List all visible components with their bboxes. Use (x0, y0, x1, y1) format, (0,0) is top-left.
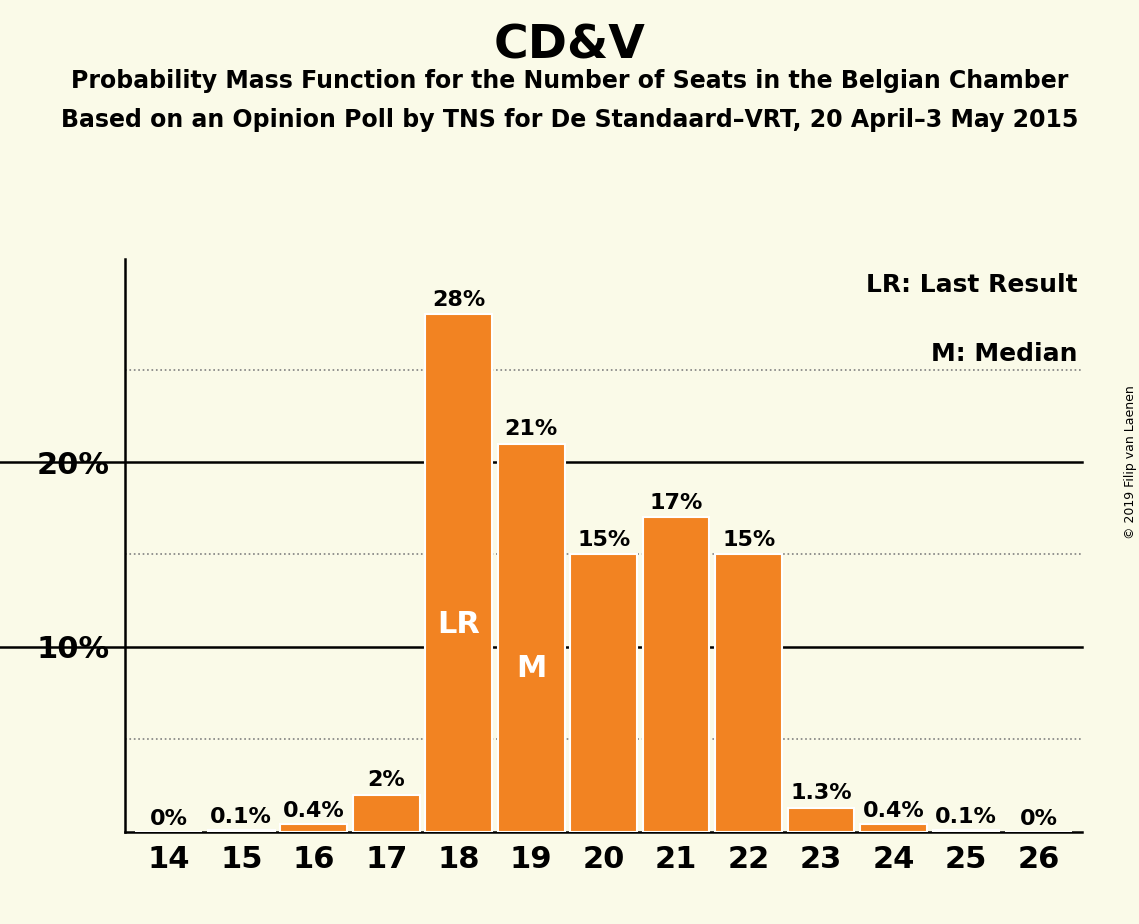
Bar (498, 444, 565, 832)
Text: LR: Last Result: LR: Last Result (866, 274, 1077, 297)
Text: 0%: 0% (1019, 808, 1057, 829)
Text: 2%: 2% (368, 770, 405, 790)
Bar (860, 824, 927, 832)
Bar (642, 517, 710, 832)
Text: 17%: 17% (649, 492, 703, 513)
Text: 0.1%: 0.1% (935, 807, 997, 827)
Text: 21%: 21% (505, 419, 558, 439)
Text: 0%: 0% (150, 808, 188, 829)
Bar (280, 824, 347, 832)
Bar (353, 795, 419, 832)
Text: 15%: 15% (722, 529, 776, 550)
Text: 0.4%: 0.4% (862, 801, 925, 821)
Bar (571, 554, 637, 832)
Text: LR: LR (437, 610, 481, 639)
Text: Probability Mass Function for the Number of Seats in the Belgian Chamber: Probability Mass Function for the Number… (71, 69, 1068, 93)
Text: 1.3%: 1.3% (790, 783, 852, 803)
Text: CD&V: CD&V (493, 23, 646, 68)
Bar (715, 554, 782, 832)
Text: 15%: 15% (577, 529, 630, 550)
Text: 0.1%: 0.1% (211, 807, 272, 827)
Text: © 2019 Filip van Laenen: © 2019 Filip van Laenen (1124, 385, 1137, 539)
Text: M: Median: M: Median (931, 342, 1077, 366)
Text: 28%: 28% (432, 289, 485, 310)
Text: M: M (516, 654, 547, 683)
Text: 0.4%: 0.4% (282, 801, 345, 821)
Bar (933, 830, 999, 832)
Bar (788, 808, 854, 832)
Bar (208, 830, 274, 832)
Text: Based on an Opinion Poll by TNS for De Standaard–VRT, 20 April–3 May 2015: Based on an Opinion Poll by TNS for De S… (60, 108, 1079, 132)
Bar (425, 314, 492, 832)
